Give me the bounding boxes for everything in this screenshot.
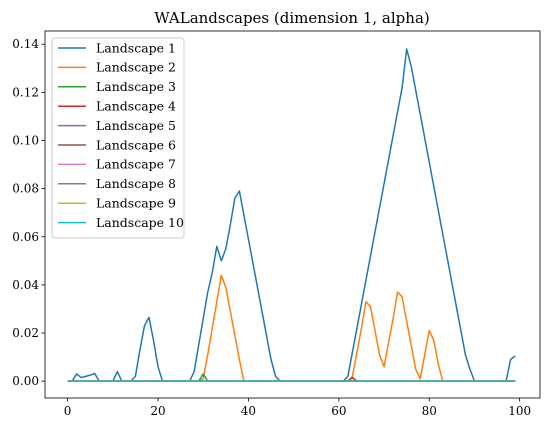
y-tick-label: 0.00 — [12, 374, 39, 388]
legend-label: Landscape 7 — [96, 157, 176, 172]
x-tick-label: 80 — [422, 404, 437, 418]
x-tick-label: 60 — [331, 404, 346, 418]
plot-frame — [44, 30, 541, 399]
legend: Landscape 1 Landscape 2 Landscape 3 Landsca… — [51, 37, 185, 239]
chart-title: WALandscapes (dimension 1, alpha) — [154, 9, 430, 27]
series-lines — [67, 48, 516, 382]
legend-box — [51, 37, 185, 239]
plot-area — [44, 30, 541, 399]
x-tick-label: 20 — [150, 404, 165, 418]
y-tick-label: 0.14 — [12, 37, 39, 51]
y-tick-label: 0.06 — [12, 230, 39, 244]
x-tick-label: 0 — [64, 404, 72, 418]
x-tick-label: 100 — [508, 404, 531, 418]
legend-label: Landscape 4 — [96, 99, 176, 114]
y-axis: 0.00 0.02 0.04 0.06 0.08 0.10 0.12 0.14 — [12, 37, 45, 388]
legend-label: Landscape 2 — [96, 60, 176, 75]
series-line-2 — [67, 274, 516, 382]
y-tick-label: 0.02 — [12, 326, 39, 340]
x-axis: 0 20 40 60 80 100 — [64, 398, 531, 418]
legend-label: Landscape 9 — [96, 196, 176, 211]
legend-label: Landscape 1 — [96, 40, 176, 55]
legend-label: Landscape 6 — [96, 137, 176, 152]
legend-label: Landscape 3 — [96, 79, 176, 94]
legend-label: Landscape 8 — [96, 176, 176, 191]
legend-label: Landscape 10 — [96, 215, 184, 230]
y-tick-label: 0.04 — [12, 278, 39, 292]
x-tick-label: 40 — [241, 404, 256, 418]
legend-label: Landscape 5 — [96, 118, 176, 133]
y-tick-label: 0.12 — [12, 85, 39, 99]
y-tick-label: 0.08 — [12, 182, 39, 196]
y-tick-label: 0.10 — [12, 133, 39, 147]
